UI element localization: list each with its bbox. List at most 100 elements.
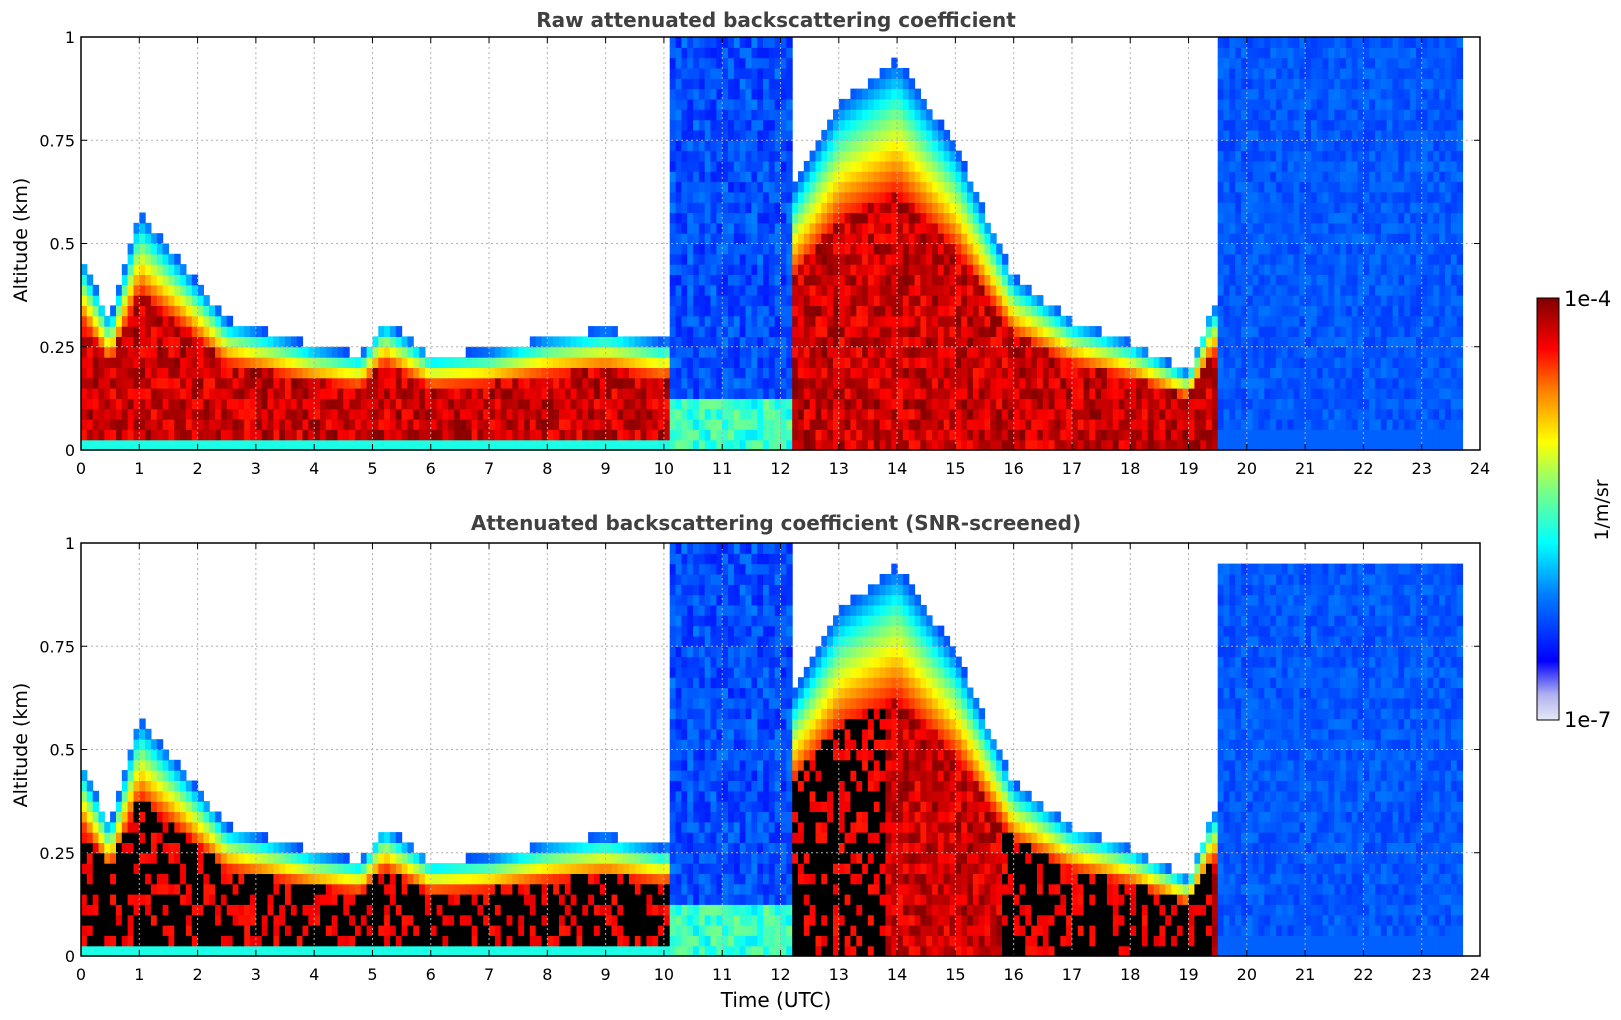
- heatmap-cell: [1375, 191, 1382, 203]
- heatmap-cell: [640, 346, 647, 358]
- heatmap-cell: [1276, 295, 1283, 306]
- heatmap-cell: [652, 398, 659, 410]
- heatmap-cell: [413, 367, 420, 379]
- heatmap-cell: [862, 181, 869, 193]
- heatmap-cell: [209, 357, 216, 368]
- heatmap-cell: [867, 191, 875, 203]
- heatmap-cell: [419, 398, 426, 410]
- heatmap-cell: [1054, 429, 1061, 441]
- heatmap-cell: [885, 78, 892, 90]
- heatmap-cell: [1136, 419, 1143, 430]
- heatmap-cell: [803, 160, 811, 172]
- heatmap-cell: [250, 346, 257, 358]
- heatmap-cell: [424, 398, 432, 410]
- heatmap-cell: [1270, 367, 1277, 379]
- heatmap-cell: [559, 346, 566, 358]
- heatmap-cell: [745, 37, 752, 48]
- heatmap-cell: [1351, 367, 1359, 379]
- heatmap-cell: [937, 171, 945, 183]
- heatmap-cell: [98, 388, 105, 399]
- heatmap-cell: [1141, 357, 1149, 368]
- heatmap-cell: [424, 439, 432, 451]
- heatmap-cell: [704, 253, 712, 265]
- heatmap-cell: [1340, 346, 1347, 358]
- heatmap-cell: [1363, 439, 1370, 451]
- heatmap-cell: [279, 439, 286, 451]
- heatmap-cell: [967, 315, 974, 327]
- heatmap-cell: [378, 326, 385, 337]
- heatmap-cell: [191, 357, 199, 368]
- heatmap-cell: [1246, 357, 1254, 368]
- heatmap-cell: [867, 150, 875, 162]
- heatmap-cell: [833, 191, 840, 203]
- heatmap-cell: [244, 408, 251, 420]
- heatmap-cell: [745, 439, 752, 451]
- heatmap-cell: [978, 367, 986, 379]
- heatmap-cell: [681, 47, 688, 59]
- heatmap-cell: [1305, 98, 1312, 110]
- heatmap-cell: [1002, 253, 1009, 265]
- heatmap-cell: [1252, 47, 1260, 59]
- heatmap-cell: [541, 439, 548, 451]
- heatmap-cell: [949, 408, 956, 420]
- heatmap-cell: [739, 212, 747, 224]
- heatmap-cell: [722, 150, 729, 162]
- heatmap-cell: [1328, 336, 1335, 348]
- heatmap-cell: [803, 284, 811, 296]
- heatmap-cell: [862, 377, 869, 389]
- heatmap-cell: [1025, 295, 1032, 306]
- heatmap-cell: [920, 222, 927, 234]
- heatmap-cell: [774, 222, 782, 234]
- heatmap-cell: [1328, 264, 1335, 275]
- heatmap-cell: [1311, 150, 1318, 162]
- heatmap-cell: [897, 284, 904, 296]
- heatmap-cell: [821, 140, 828, 152]
- heatmap-cell: [1246, 315, 1254, 327]
- heatmap-cell: [92, 377, 100, 389]
- heatmap-cell: [296, 408, 304, 420]
- heatmap-cell: [926, 357, 933, 368]
- heatmap-cell: [792, 315, 799, 327]
- heatmap-cell: [1270, 274, 1277, 286]
- heatmap-cell: [121, 377, 129, 389]
- heatmap-cell: [162, 295, 169, 306]
- heatmap-cell: [594, 367, 601, 379]
- heatmap-cell: [681, 88, 688, 100]
- heatmap-cell: [798, 171, 805, 183]
- heatmap-cell: [180, 408, 187, 420]
- heatmap-cell: [768, 98, 776, 110]
- heatmap-cell: [1375, 274, 1382, 286]
- heatmap-cell: [535, 419, 543, 430]
- heatmap-cell: [891, 398, 898, 410]
- heatmap-cell: [768, 315, 776, 327]
- heatmap-cell: [1334, 150, 1341, 162]
- heatmap-cell: [366, 398, 373, 410]
- heatmap-cell: [815, 439, 822, 451]
- heatmap-cell: [1293, 37, 1300, 48]
- heatmap-cell: [943, 202, 951, 214]
- heatmap-cell: [1235, 212, 1242, 224]
- heatmap-cell: [1007, 419, 1015, 430]
- heatmap-cell: [698, 181, 706, 193]
- heatmap-cell: [1223, 274, 1230, 286]
- heatmap-cell: [937, 336, 945, 348]
- heatmap-cell: [798, 419, 805, 430]
- heatmap-cell: [716, 57, 723, 69]
- heatmap-cell: [133, 233, 140, 245]
- heatmap-cell: [920, 191, 927, 203]
- heatmap-cell: [506, 408, 513, 420]
- heatmap-cell: [774, 253, 782, 265]
- heatmap-cell: [1072, 357, 1079, 368]
- heatmap-cell: [867, 336, 875, 348]
- heatmap-cell: [821, 439, 828, 451]
- heatmap-cell: [145, 336, 152, 348]
- heatmap-cell: [932, 140, 939, 152]
- heatmap-cell: [588, 326, 595, 337]
- heatmap-cell: [862, 336, 869, 348]
- heatmap-cell: [809, 419, 816, 430]
- heatmap-cell: [197, 357, 204, 368]
- heatmap-cell: [751, 367, 758, 379]
- heatmap-cell: [1223, 346, 1230, 358]
- heatmap-cell: [454, 439, 461, 451]
- heatmap-cell: [1066, 326, 1073, 337]
